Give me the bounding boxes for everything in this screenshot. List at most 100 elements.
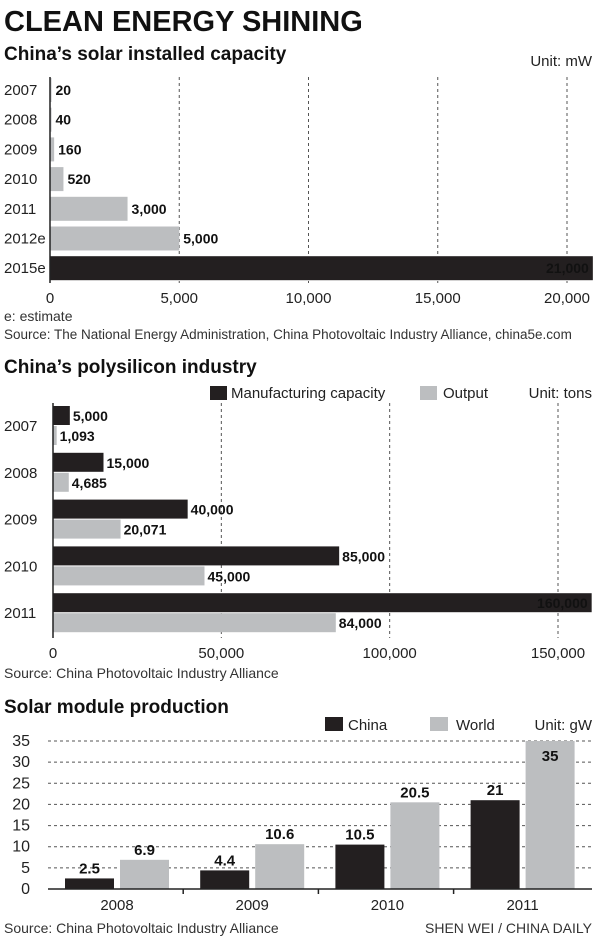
data-label: 5,000 [183,231,218,247]
data-label: 20 [56,82,72,98]
data-label: 85,000 [342,548,385,564]
data-label: 15,000 [107,455,150,471]
legend-label-china: China [348,717,388,734]
x-tick-label: 5,000 [160,290,198,307]
y-category-label: 2007 [4,82,37,99]
bar-gray [390,802,440,889]
y-category-label: 2009 [4,141,37,158]
bar-dark [53,546,340,566]
bar-gray [525,741,575,889]
chart-polysilicon: China’s polysilicon industry Manufacturi… [4,357,592,681]
legend-swatch-world [430,717,448,731]
x-category-label: 2008 [100,897,133,914]
legend-label-world: World [456,717,495,734]
legend-swatch-output [420,386,437,400]
y-category-label: 2007 [4,418,37,435]
bar-dark [200,870,250,889]
data-label: 3,000 [132,201,167,217]
main-title: CLEAN ENERGY SHINING [4,6,363,38]
source-note: Source: China Photovoltaic Industry Alli… [4,920,279,936]
y-tick-label: 25 [12,775,30,792]
y-tick-label: 30 [12,754,30,771]
y-category-label: 2011 [4,201,36,218]
bar-dark [53,499,188,519]
legend-swatch-china [325,717,343,731]
chart-title: China’s solar installed capacity [4,44,287,65]
bar-gray [53,472,69,492]
y-tick-label: 15 [12,818,30,835]
bar-dark [53,593,592,613]
x-category-label: 2010 [371,897,404,914]
chart-title: Solar module production [4,697,229,718]
source-note: Source: China Photovoltaic Industry Alli… [4,665,279,681]
bar [50,137,55,162]
y-category-label: 2010 [4,171,37,188]
bar [50,256,593,281]
unit-label: Unit: tons [529,385,592,402]
bar-dark [53,452,104,472]
data-label: 2.5 [79,860,100,877]
data-label: 10.6 [265,826,294,843]
x-tick-label: 0 [49,645,57,662]
data-label: 10.5 [345,827,374,844]
data-label: 21,000 [546,260,589,276]
y-category-label: 2009 [4,512,37,529]
legend-label-output: Output [443,385,489,402]
x-tick-label: 15,000 [415,290,461,307]
x-category-label: 2011 [506,897,538,914]
y-tick-label: 5 [21,860,30,877]
data-label: 20,071 [124,522,167,538]
y-category-label: 2012e [4,231,46,248]
x-tick-label: 20,000 [544,290,590,307]
y-category-label: 2011 [4,605,36,622]
data-label: 1,093 [60,428,95,444]
data-label: 520 [67,171,91,187]
bar-gray [255,844,305,889]
y-tick-label: 10 [12,839,30,856]
data-label: 35 [542,748,559,765]
legend-swatch-capacity [210,386,227,400]
bar-dark [53,406,70,425]
chart-solar-capacity: China’s solar installed capacity Unit: m… [4,44,593,342]
x-tick-label: 150,000 [531,645,585,662]
bar-dark [335,844,385,889]
bar-gray [120,859,169,889]
chart-title: China’s polysilicon industry [4,357,257,378]
data-label: 20.5 [400,784,429,801]
bar-dark [65,878,114,889]
credit: SHEN WEI / CHINA DAILY [425,920,593,936]
bar [50,167,64,192]
bar [50,196,128,221]
unit-label: Unit: gW [534,717,592,734]
data-label: 84,000 [339,615,382,631]
y-category-label: 2008 [4,465,37,482]
legend-label-capacity: Manufacturing capacity [231,385,386,402]
y-category-label: 2010 [4,558,37,575]
bar-gray [53,426,57,445]
x-tick-label: 10,000 [286,290,332,307]
y-category-label: 2008 [4,112,37,129]
x-category-label: 2009 [236,897,269,914]
x-tick-label: 0 [46,290,54,307]
data-label: 6.9 [134,842,155,859]
chart-module-production: Solar module production China World Unit… [4,697,593,936]
bar-gray [53,519,121,539]
y-category-label: 2015e [4,260,46,277]
bar-gray [53,566,205,586]
data-label: 4.4 [214,852,236,869]
y-tick-label: 20 [12,796,30,813]
data-label: 160 [58,141,82,157]
bar [50,226,180,251]
x-tick-label: 100,000 [363,645,417,662]
y-tick-label: 0 [21,881,30,898]
data-label: 40 [56,112,72,128]
estimate-note: e: estimate [4,308,73,324]
y-tick-label: 35 [12,733,30,750]
data-label: 5,000 [73,408,108,424]
data-label: 160,000 [537,595,588,611]
data-label: 4,685 [72,475,107,491]
data-label: 45,000 [208,568,251,584]
data-label: 21 [487,782,504,799]
source-note: Source: The National Energy Administrati… [4,327,572,342]
